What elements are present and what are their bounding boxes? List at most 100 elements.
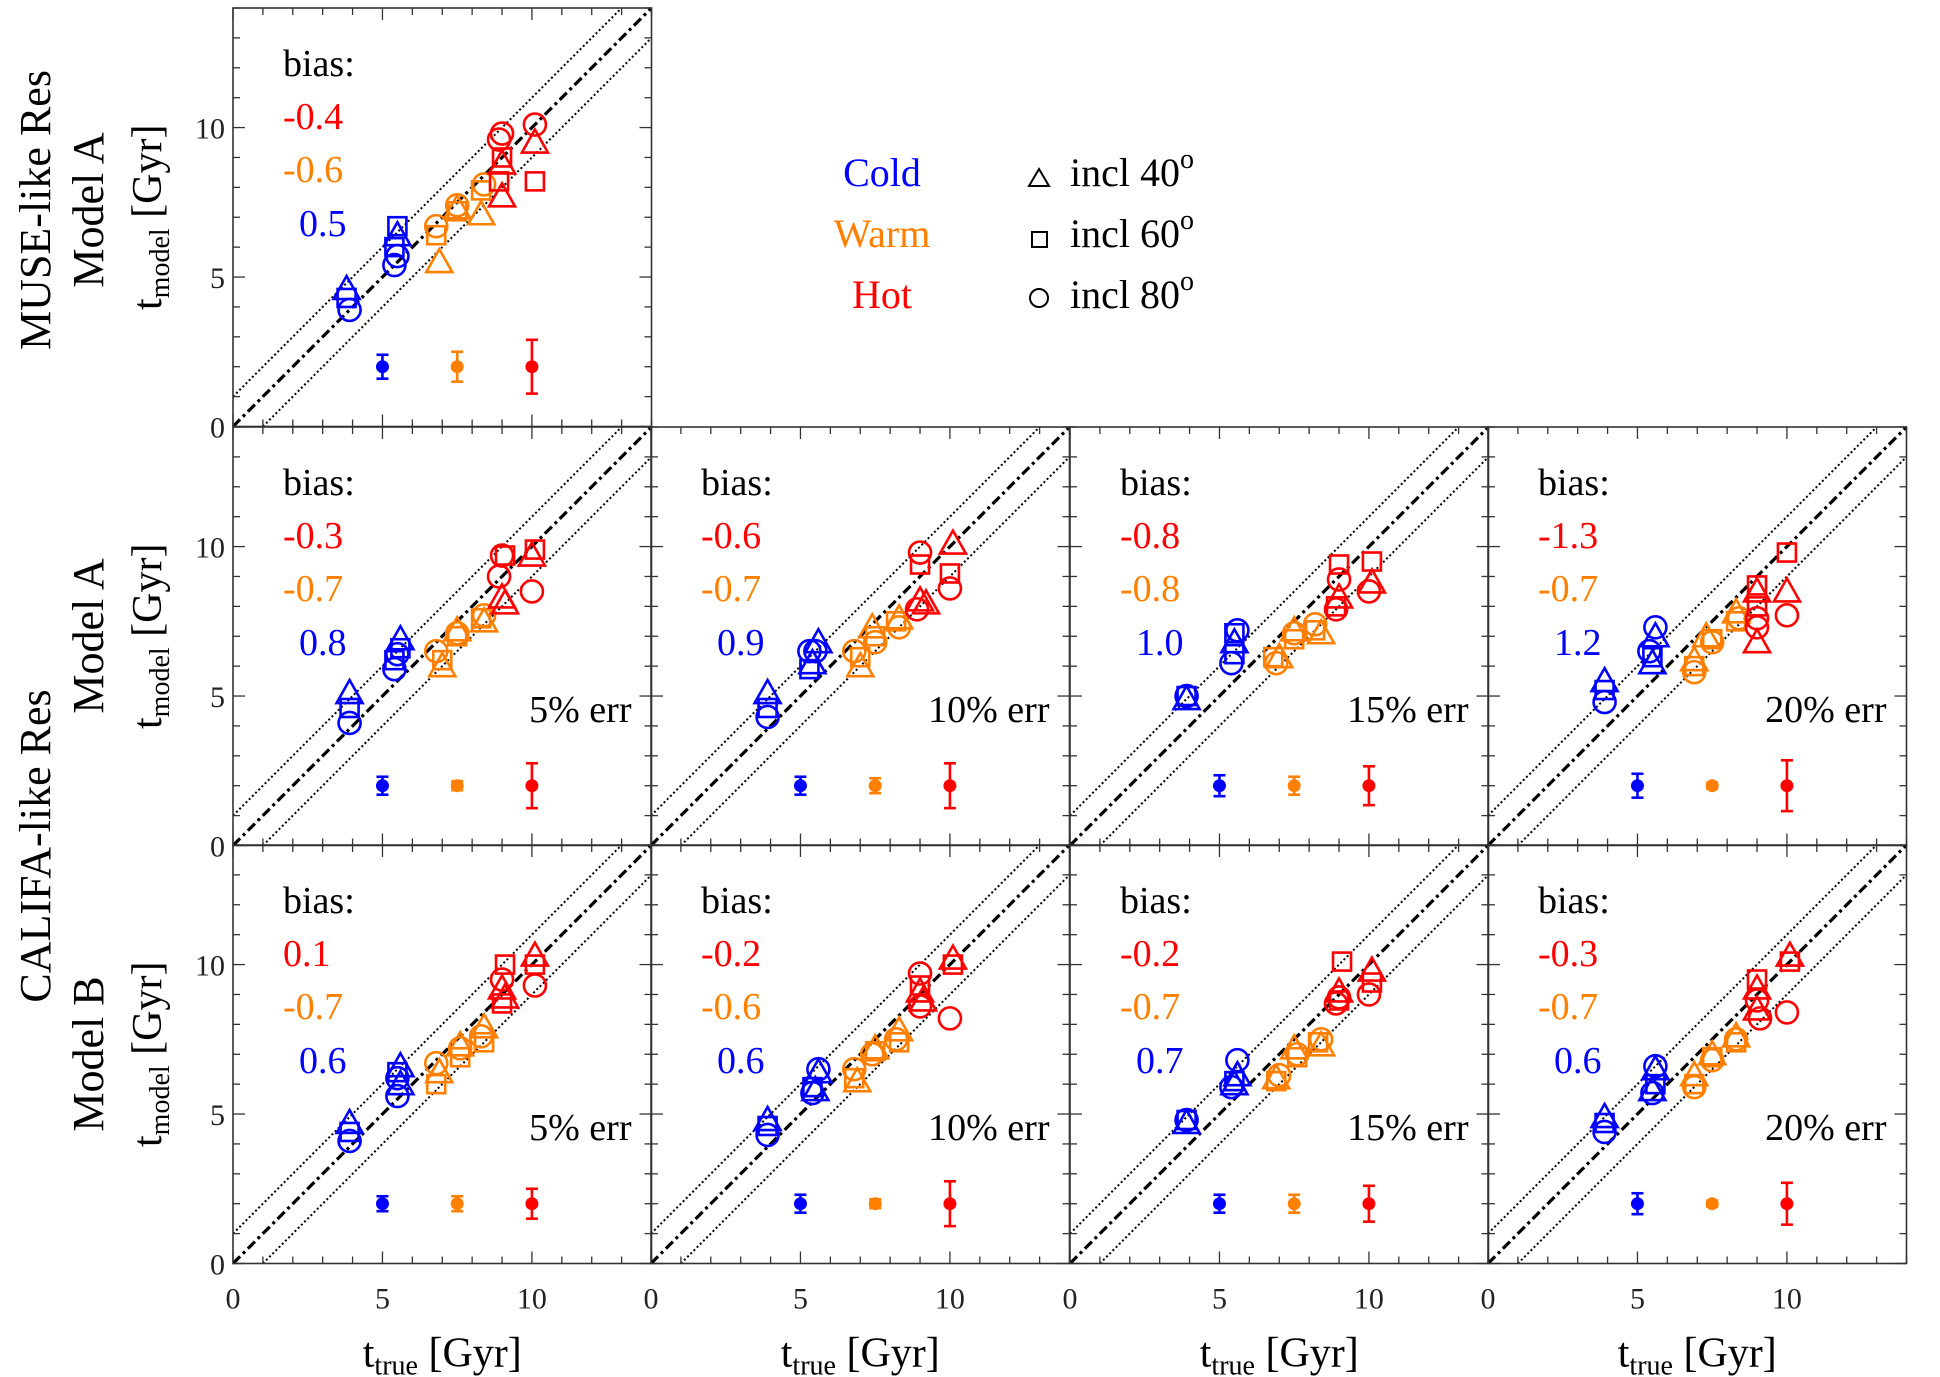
error-bar-hot	[943, 761, 957, 810]
panel-1-1: bias: -0.6 -0.7 0.9 10% err	[650, 426, 1071, 847]
point-triangle-hot	[489, 587, 521, 615]
point-circle-hot	[1774, 1000, 1800, 1025]
bias-title: bias:	[1538, 462, 1610, 504]
point-triangle-cold	[1637, 1074, 1668, 1102]
point-circle-cold	[1592, 1119, 1617, 1145]
point-square-warm	[843, 1067, 865, 1089]
panel-1-0: 0 5 10 tmodel [Gyr] bias: -0.3 -0.7 0.8 5% err	[125, 426, 653, 864]
point-square-warm	[1307, 1031, 1329, 1053]
panels: 0 5 10 tmodel [Gyr] bias: -0.4 -0.6 0.5 0 5 10 tmod…	[125, 7, 1908, 1377]
point-triangle-hot	[910, 587, 942, 615]
panel-2-0: 0 5 10 tmodel [Gyr] 0 5 10 ttrue [Gyr] bias: 0.1 -…	[125, 844, 653, 1377]
error-bar-cold	[375, 353, 389, 380]
legend-hot: Hot	[852, 272, 912, 317]
panel-1-2: bias: -0.8 -0.8 1.0 15% err	[1069, 426, 1490, 847]
error-bar-center	[1287, 1197, 1301, 1211]
point-square-hot	[491, 993, 513, 1014]
one-to-one-line	[1070, 845, 1489, 1264]
point-circle-hot	[486, 564, 512, 589]
point-circle-hot	[907, 994, 933, 1019]
point-triangle-warm	[1720, 1020, 1752, 1048]
point-triangle-warm	[444, 1029, 476, 1057]
error-bar-hot	[943, 1179, 957, 1228]
bias-title: bias:	[1538, 880, 1610, 922]
point-triangle-cold	[752, 677, 783, 705]
point-square-cold	[339, 1121, 360, 1143]
lower-offset-line	[1517, 456, 1907, 846]
point-square-hot	[942, 954, 964, 975]
point-circle-hot	[1326, 567, 1352, 592]
error-bar-hot	[525, 761, 539, 810]
row-inner-label-muse: Model A	[64, 132, 113, 287]
x-tick-label: 5	[1212, 1283, 1227, 1316]
point-square-hot	[524, 171, 546, 192]
point-triangle-warm	[1261, 1062, 1292, 1090]
error-bar-hot	[1780, 759, 1794, 813]
data-points	[331, 112, 551, 323]
error-bar-center	[1212, 779, 1226, 793]
panel-0-0: 0 5 10 tmodel [Gyr] bias: -0.4 -0.6 0.5	[125, 7, 653, 445]
data-points	[1589, 939, 1806, 1145]
point-triangle-hot	[1771, 575, 1803, 603]
error-bar-hot	[1780, 1181, 1794, 1226]
bias-hot: -0.6	[701, 515, 761, 557]
point-circle-hot	[1356, 982, 1382, 1007]
point-circle-cold	[1592, 689, 1617, 715]
point-triangle-hot	[937, 527, 969, 555]
y-tick-label: 0	[210, 412, 225, 445]
error-bar-cold	[375, 1194, 389, 1213]
bias-hot: -1.3	[1538, 515, 1598, 557]
error-level-label: 5% err	[529, 689, 632, 731]
point-square-warm	[885, 611, 907, 632]
point-circle-warm	[841, 1056, 867, 1082]
legend: Cold Warm Hot incl 40o incl 60o incl 80o	[834, 144, 1194, 317]
lower-offset-line	[262, 874, 652, 1264]
legend-incl80: incl 80o	[1070, 266, 1194, 317]
point-square-hot	[1328, 554, 1350, 575]
error-bar-center	[1705, 1197, 1719, 1211]
error-bar-warm	[868, 1197, 882, 1211]
legend-incl40: incl 40o	[1070, 144, 1194, 195]
error-bar-center	[1212, 1197, 1226, 1211]
data-points	[752, 942, 969, 1148]
point-square-warm	[1262, 646, 1284, 668]
error-bar-center	[1630, 1197, 1644, 1211]
lower-offset-line	[1099, 874, 1489, 1264]
upper-offset-line	[651, 427, 1041, 817]
error-bar-warm	[868, 776, 882, 795]
row-label-muse: MUSE-like Res Model A	[11, 70, 113, 350]
error-bar-warm	[450, 779, 464, 793]
point-triangle-warm	[424, 1056, 455, 1084]
error-level-label: 15% err	[1347, 1107, 1469, 1149]
point-circle-cold	[337, 1128, 362, 1154]
point-square-hot	[1779, 951, 1801, 972]
upper-offset-line	[1070, 845, 1460, 1235]
error-bar-center	[525, 360, 539, 374]
error-bar-cold	[1630, 1191, 1644, 1216]
y-axis-label: tmodel [Gyr]	[125, 125, 176, 310]
error-bar-cold	[1212, 773, 1226, 798]
point-triangle-warm	[441, 192, 473, 220]
point-square-hot	[1328, 990, 1350, 1011]
y-tick-label: 5	[210, 681, 225, 714]
data-points	[752, 527, 969, 730]
x-tick-label: 0	[1481, 1283, 1496, 1316]
upper-offset-line	[233, 8, 623, 398]
error-bar-center	[450, 1197, 464, 1211]
y-tick-label: 5	[210, 1099, 225, 1132]
data-points	[1171, 551, 1388, 711]
error-level-label: 10% err	[928, 689, 1050, 731]
point-square-hot	[1325, 596, 1347, 617]
one-to-one-line	[1488, 845, 1907, 1264]
reference-lines	[1070, 845, 1489, 1264]
point-square-hot	[1776, 542, 1798, 563]
error-bar-center	[1780, 1197, 1794, 1211]
bias-hot: -0.2	[701, 933, 761, 975]
point-circle-warm	[447, 1035, 473, 1061]
x-axis-label: ttrue [Gyr]	[781, 1331, 940, 1377]
point-triangle-hot	[516, 539, 548, 567]
panel-1-3: bias: -1.3 -0.7 1.2 20% err	[1487, 426, 1908, 847]
bias-cold: 0.7	[1136, 1040, 1184, 1082]
point-square-warm	[849, 646, 871, 668]
